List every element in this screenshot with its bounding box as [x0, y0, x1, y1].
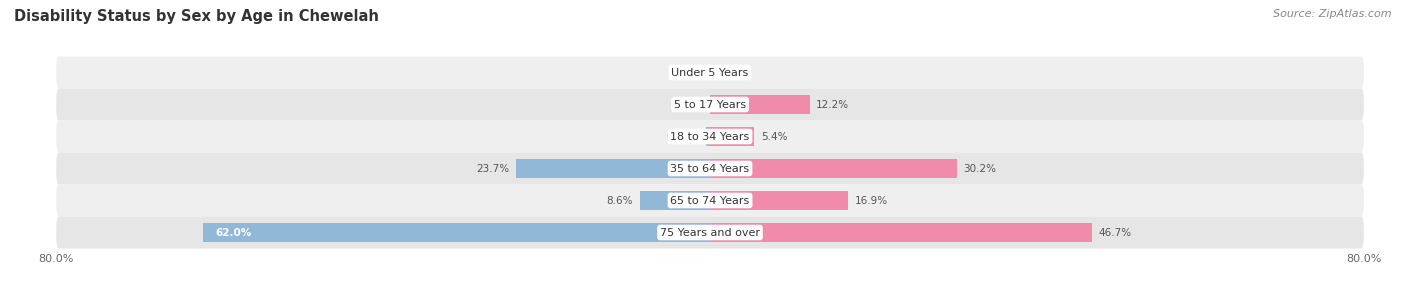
FancyBboxPatch shape	[56, 120, 1364, 152]
Text: Source: ZipAtlas.com: Source: ZipAtlas.com	[1274, 9, 1392, 19]
FancyBboxPatch shape	[56, 217, 1364, 249]
FancyBboxPatch shape	[56, 56, 1364, 88]
Text: 18 to 34 Years: 18 to 34 Years	[671, 131, 749, 142]
Text: 0.0%: 0.0%	[678, 99, 703, 109]
Text: 5 to 17 Years: 5 to 17 Years	[673, 99, 747, 109]
Text: 0.53%: 0.53%	[666, 131, 699, 142]
Bar	[516, 159, 710, 178]
Text: 5.4%: 5.4%	[761, 131, 787, 142]
Text: 46.7%: 46.7%	[1098, 228, 1132, 238]
Text: 23.7%: 23.7%	[477, 163, 510, 174]
Bar	[710, 191, 848, 210]
Text: 0.0%: 0.0%	[717, 67, 742, 77]
Text: 16.9%: 16.9%	[855, 196, 887, 206]
Text: 35 to 64 Years: 35 to 64 Years	[671, 163, 749, 174]
Text: 8.6%: 8.6%	[607, 196, 633, 206]
Text: 65 to 74 Years: 65 to 74 Years	[671, 196, 749, 206]
Text: 12.2%: 12.2%	[817, 99, 849, 109]
Text: 30.2%: 30.2%	[963, 163, 997, 174]
Bar	[640, 191, 710, 210]
Text: 62.0%: 62.0%	[215, 228, 252, 238]
Text: 0.0%: 0.0%	[678, 67, 703, 77]
Text: 75 Years and over: 75 Years and over	[659, 228, 761, 238]
Bar	[710, 223, 1091, 242]
Bar	[710, 159, 957, 178]
Bar	[710, 127, 754, 146]
Bar	[706, 127, 710, 146]
FancyBboxPatch shape	[56, 185, 1364, 217]
Bar	[204, 223, 710, 242]
FancyBboxPatch shape	[56, 88, 1364, 120]
Text: Disability Status by Sex by Age in Chewelah: Disability Status by Sex by Age in Chewe…	[14, 9, 380, 24]
Bar	[710, 95, 810, 114]
FancyBboxPatch shape	[56, 152, 1364, 185]
Text: Under 5 Years: Under 5 Years	[672, 67, 748, 77]
